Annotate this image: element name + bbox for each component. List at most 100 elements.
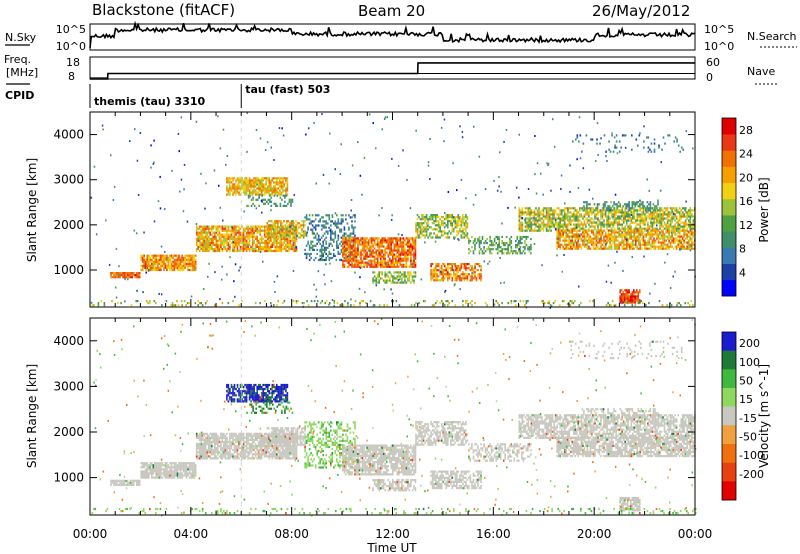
heatmap-cell (343, 228, 346, 231)
heatmap-cell (671, 237, 673, 240)
heatmap-cell (277, 220, 279, 223)
heatmap-cell (198, 249, 201, 253)
heatmap-cell (369, 253, 371, 256)
heatmap-cell (548, 221, 551, 224)
heatmap-cell (236, 235, 239, 238)
heatmap-cell (376, 257, 379, 260)
heatmap-cell (200, 237, 202, 240)
heatmap-cell (290, 204, 292, 207)
heatmap-cell (273, 202, 276, 205)
heatmap-cell (468, 242, 470, 245)
heatmap-cell (422, 214, 425, 217)
heatmap-cell (260, 241, 263, 244)
heatmap-cell (405, 257, 408, 260)
heatmap-cell (281, 222, 284, 225)
heatmap-cell (630, 241, 633, 244)
heatmap-cell (404, 247, 406, 250)
heatmap-cell (545, 215, 548, 218)
heatmap-cell (677, 239, 679, 242)
heatmap-cell (226, 239, 228, 242)
heatmap-cell (221, 233, 224, 236)
heatmap-cell (594, 227, 596, 230)
heatmap-cell (660, 209, 663, 212)
heatmap-cell (529, 207, 531, 210)
heatmap-cell (361, 239, 364, 242)
heatmap-cell (290, 200, 292, 203)
heatmap-cell (283, 247, 286, 251)
heatmap-cell (635, 239, 637, 242)
heatmap-cell (398, 257, 400, 260)
heatmap-cell (669, 207, 672, 210)
heatmap-cell (623, 293, 626, 296)
heatmap-cell (304, 248, 306, 251)
heatmap-cell (663, 243, 666, 246)
heatmap-cell (559, 245, 561, 248)
heatmap-cell (311, 228, 314, 231)
heatmap-cell (457, 275, 460, 278)
heatmap-cell (193, 262, 195, 265)
heatmap-cell (671, 241, 673, 244)
heatmap-cell (187, 266, 189, 269)
heatmap-cell (666, 229, 669, 232)
heatmap-cell (613, 235, 616, 238)
heatmap-cell (164, 264, 167, 267)
heatmap-cell (478, 250, 481, 253)
heatmap-cell (591, 229, 593, 232)
heatmap-cell (238, 181, 240, 184)
heatmap-cell (217, 247, 219, 251)
heatmap-cell (565, 243, 567, 246)
heatmap-cell (282, 187, 284, 190)
heatmap-cell (140, 256, 142, 259)
heatmap-cell (651, 243, 654, 246)
heatmap-cell (245, 249, 248, 253)
heatmap-cell (686, 227, 688, 230)
heatmap-cell (248, 249, 251, 253)
heatmap-cell (422, 234, 425, 237)
heatmap-cell (687, 225, 690, 228)
heatmap-cell (378, 281, 380, 284)
heatmap-cell (351, 251, 353, 254)
heatmap-cell (354, 253, 356, 256)
heatmap-cell (378, 279, 380, 282)
heatmap-cell (573, 215, 575, 218)
heatmap-cell (185, 254, 188, 257)
heatmap-cell (187, 264, 189, 267)
heatmap-cell (616, 235, 619, 238)
heatmap-cell (390, 281, 393, 284)
heatmap-cell (175, 254, 177, 257)
heatmap-cell (686, 237, 688, 240)
heatmap-cell (637, 201, 640, 204)
heatmap-cell (235, 241, 237, 244)
heatmap-cell (641, 243, 643, 246)
heatmap-cell (594, 237, 596, 240)
heatmap-cell (562, 245, 564, 248)
heatmap-cell (257, 249, 260, 253)
heatmap-cell (226, 233, 228, 236)
heatmap-cell (258, 196, 260, 199)
heatmap-cell (586, 213, 589, 216)
heatmap-cell (603, 237, 605, 240)
heatmap-cell (433, 275, 435, 278)
heatmap-cell (557, 231, 560, 234)
heatmap-cell (284, 224, 287, 227)
heatmap-cell (619, 295, 621, 298)
heatmap-cell (294, 245, 296, 248)
heatmap-cell (680, 215, 682, 218)
heatmap-cell (193, 256, 195, 259)
heatmap-cell (566, 225, 569, 228)
heatmap-cell (630, 301, 632, 304)
heatmap-cell (337, 238, 340, 241)
freq-tick-top: 18 (66, 56, 80, 69)
heatmap-cell (224, 241, 227, 244)
heatmap-cell (284, 200, 286, 203)
heatmap-cell (277, 187, 280, 190)
heatmap-cell (548, 209, 551, 212)
heatmap-cell (472, 240, 475, 243)
heatmap-cell (224, 247, 227, 251)
heatmap-cell (277, 183, 280, 186)
heatmap-cell (292, 236, 294, 239)
heatmap-cell (630, 295, 632, 298)
heatmap-cell (286, 220, 288, 223)
heatmap-cell (141, 256, 144, 259)
